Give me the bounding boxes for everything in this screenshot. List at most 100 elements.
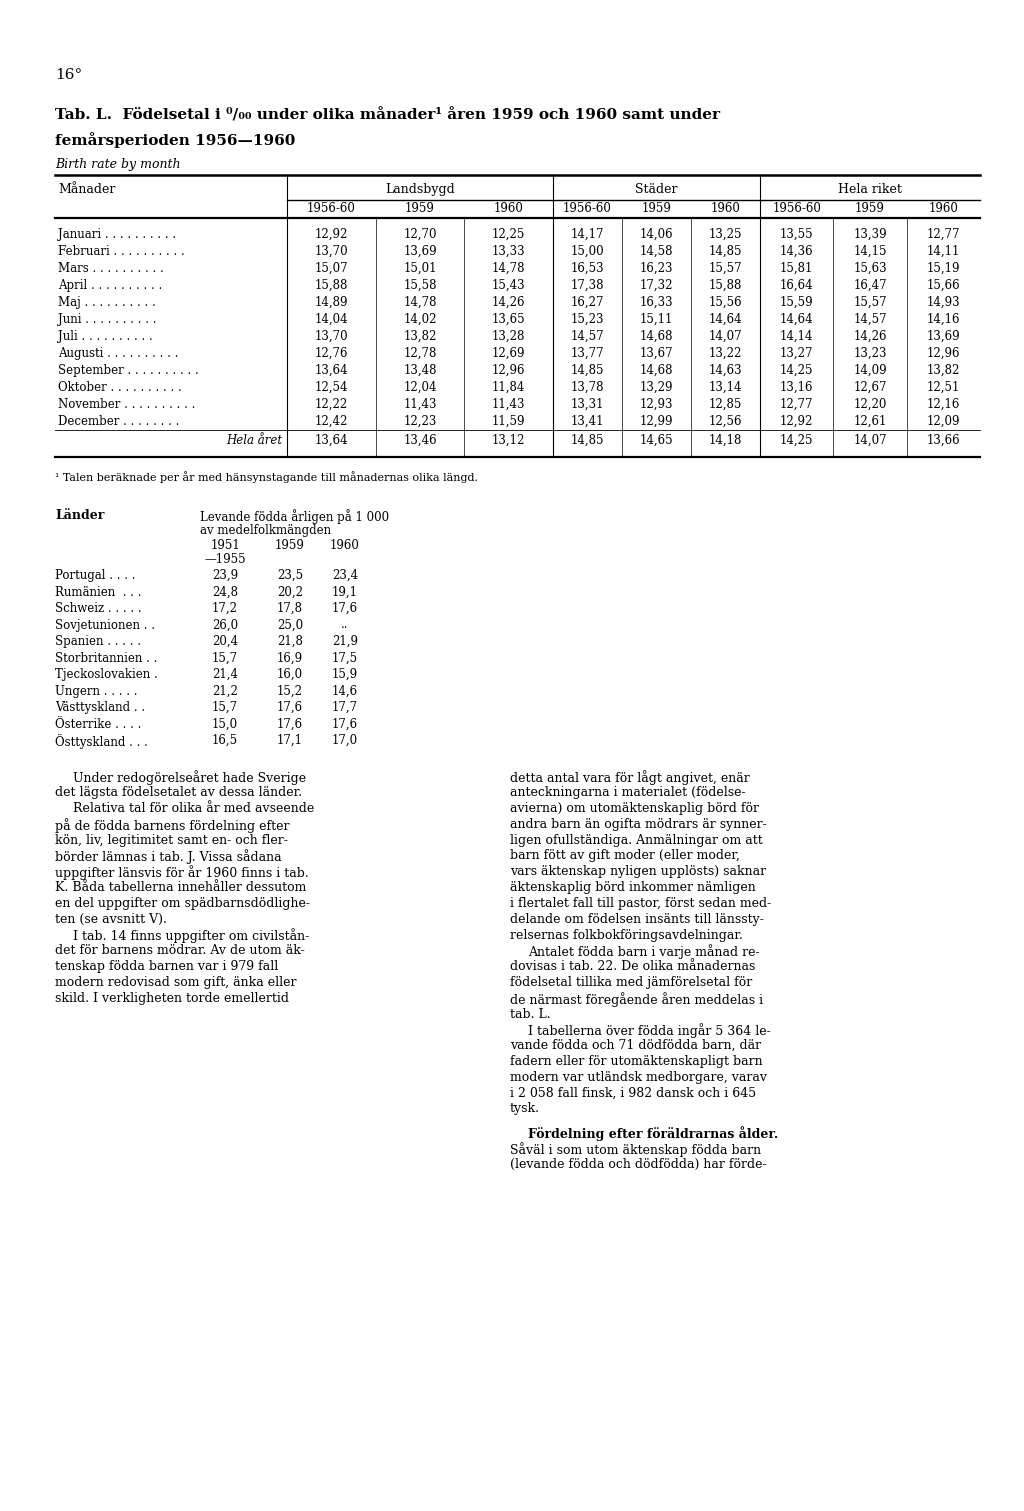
- Text: 13,69: 13,69: [927, 329, 961, 343]
- Text: Relativa tal för olika år med avseende: Relativa tal för olika år med avseende: [73, 802, 314, 814]
- Text: 13,55: 13,55: [780, 228, 813, 240]
- Text: 14,26: 14,26: [853, 329, 887, 343]
- Text: 13,66: 13,66: [927, 434, 961, 447]
- Text: 13,70: 13,70: [314, 245, 348, 258]
- Text: 15,63: 15,63: [853, 261, 887, 275]
- Text: 14,57: 14,57: [853, 313, 887, 326]
- Text: 17,32: 17,32: [640, 280, 673, 292]
- Text: 1959: 1959: [642, 202, 672, 215]
- Text: 14,93: 14,93: [927, 296, 961, 310]
- Text: 16,5: 16,5: [212, 734, 238, 746]
- Text: 12,99: 12,99: [640, 416, 673, 428]
- Text: Såväl i som utom äktenskap födda barn: Såväl i som utom äktenskap födda barn: [510, 1142, 761, 1157]
- Text: skild. I verkligheten torde emellertid: skild. I verkligheten torde emellertid: [55, 991, 289, 1005]
- Text: 13,16: 13,16: [780, 381, 813, 394]
- Text: 17,6: 17,6: [276, 718, 303, 730]
- Text: i flertalet fall till pastor, först sedan med-: i flertalet fall till pastor, först seda…: [510, 898, 771, 910]
- Text: 15,57: 15,57: [853, 296, 887, 310]
- Text: 14,17: 14,17: [570, 228, 604, 240]
- Text: Mars . . . . . . . . . .: Mars . . . . . . . . . .: [58, 261, 164, 275]
- Text: 13,27: 13,27: [780, 348, 813, 360]
- Text: relsernas folkbokföringsavdelningar.: relsernas folkbokföringsavdelningar.: [510, 928, 742, 941]
- Text: 12,77: 12,77: [927, 228, 961, 240]
- Text: 15,7: 15,7: [212, 651, 238, 665]
- Text: 12,96: 12,96: [492, 364, 525, 378]
- Text: de närmast föregående åren meddelas i: de närmast föregående åren meddelas i: [510, 991, 763, 1006]
- Text: 13,39: 13,39: [853, 228, 887, 240]
- Text: 13,23: 13,23: [853, 348, 887, 360]
- Text: 17,2: 17,2: [212, 601, 238, 615]
- Text: Österrike . . . .: Österrike . . . .: [55, 718, 141, 730]
- Text: 13,65: 13,65: [492, 313, 525, 326]
- Text: Tab. L.  Födelsetal i ⁰/₀₀ under olika månader¹ åren 1959 och 1960 samt under: Tab. L. Födelsetal i ⁰/₀₀ under olika må…: [55, 107, 720, 122]
- Text: 15,07: 15,07: [314, 261, 348, 275]
- Text: 12,51: 12,51: [927, 381, 961, 394]
- Text: 14,36: 14,36: [780, 245, 813, 258]
- Text: 13,78: 13,78: [570, 381, 604, 394]
- Text: 15,9: 15,9: [332, 668, 358, 681]
- Text: 21,9: 21,9: [332, 635, 358, 648]
- Text: 12,76: 12,76: [314, 348, 348, 360]
- Text: 16,0: 16,0: [276, 668, 303, 681]
- Text: ..: ..: [341, 618, 349, 632]
- Text: kön, liv, legitimitet samt en- och fler-: kön, liv, legitimitet samt en- och fler-: [55, 834, 288, 846]
- Text: Ungern . . . . .: Ungern . . . . .: [55, 684, 137, 698]
- Text: andra barn än ogifta mödrars är synner-: andra barn än ogifta mödrars är synner-: [510, 817, 767, 831]
- Text: 13,14: 13,14: [709, 381, 742, 394]
- Text: 12,92: 12,92: [780, 416, 813, 428]
- Text: 15,58: 15,58: [403, 280, 437, 292]
- Text: 12,20: 12,20: [853, 397, 887, 411]
- Text: 14,14: 14,14: [780, 329, 813, 343]
- Text: Spanien . . . . .: Spanien . . . . .: [55, 635, 141, 648]
- Text: det för barnens mödrar. Av de utom äk-: det för barnens mödrar. Av de utom äk-: [55, 944, 305, 958]
- Text: 13,22: 13,22: [709, 348, 742, 360]
- Text: Schweiz . . . . .: Schweiz . . . . .: [55, 601, 141, 615]
- Text: modern redovisad som gift, änka eller: modern redovisad som gift, änka eller: [55, 976, 297, 988]
- Text: 15,0: 15,0: [212, 718, 238, 730]
- Text: 13,25: 13,25: [709, 228, 742, 240]
- Text: 12,04: 12,04: [403, 381, 437, 394]
- Text: 26,0: 26,0: [212, 618, 238, 632]
- Text: 14,26: 14,26: [492, 296, 525, 310]
- Text: Västtyskland . .: Västtyskland . .: [55, 701, 145, 715]
- Text: 25,0: 25,0: [276, 618, 303, 632]
- Text: 16,53: 16,53: [570, 261, 604, 275]
- Text: I tab. 14 finns uppgifter om civilstån-: I tab. 14 finns uppgifter om civilstån-: [73, 928, 309, 943]
- Text: 1960: 1960: [929, 202, 958, 215]
- Text: 14,89: 14,89: [314, 296, 348, 310]
- Text: Storbritannien . .: Storbritannien . .: [55, 651, 158, 665]
- Text: 13,28: 13,28: [492, 329, 525, 343]
- Text: Birth rate by month: Birth rate by month: [55, 159, 180, 171]
- Text: 13,82: 13,82: [403, 329, 436, 343]
- Text: 12,16: 12,16: [927, 397, 961, 411]
- Text: 13,67: 13,67: [640, 348, 674, 360]
- Text: 14,16: 14,16: [927, 313, 961, 326]
- Text: 1959: 1959: [275, 539, 305, 552]
- Text: ligen ofullständiga. Anmälningar om att: ligen ofullständiga. Anmälningar om att: [510, 834, 763, 846]
- Text: barn fött av gift moder (eller moder,: barn fött av gift moder (eller moder,: [510, 849, 740, 863]
- Text: 14,15: 14,15: [853, 245, 887, 258]
- Text: modern var utländsk medborgare, varav: modern var utländsk medborgare, varav: [510, 1071, 767, 1083]
- Text: Portugal . . . .: Portugal . . . .: [55, 570, 135, 582]
- Text: ¹ Talen beräknade per år med hänsynstagande till månadernas olika längd.: ¹ Talen beräknade per år med hänsynstaga…: [55, 471, 478, 484]
- Text: 23,4: 23,4: [332, 570, 358, 582]
- Text: 15,43: 15,43: [492, 280, 525, 292]
- Text: 1960: 1960: [330, 539, 360, 552]
- Text: 1951: 1951: [210, 539, 240, 552]
- Text: November . . . . . . . . . .: November . . . . . . . . . .: [58, 397, 196, 411]
- Text: 12,67: 12,67: [853, 381, 887, 394]
- Text: 17,1: 17,1: [278, 734, 303, 746]
- Text: Januari . . . . . . . . . .: Januari . . . . . . . . . .: [58, 228, 176, 240]
- Text: 13,77: 13,77: [570, 348, 604, 360]
- Text: 16,9: 16,9: [276, 651, 303, 665]
- Text: Under redogörelseåret hade Sverige: Under redogörelseåret hade Sverige: [73, 771, 306, 786]
- Text: 16,23: 16,23: [640, 261, 673, 275]
- Text: 21,4: 21,4: [212, 668, 238, 681]
- Text: Månader: Månader: [58, 183, 116, 196]
- Text: Östtyskland . . .: Östtyskland . . .: [55, 734, 147, 749]
- Text: 12,77: 12,77: [780, 397, 813, 411]
- Text: 12,22: 12,22: [314, 397, 348, 411]
- Text: börder lämnas i tab. J. Vissa sådana: börder lämnas i tab. J. Vissa sådana: [55, 849, 282, 864]
- Text: Landsbygd: Landsbygd: [385, 183, 455, 196]
- Text: Maj . . . . . . . . . .: Maj . . . . . . . . . .: [58, 296, 156, 310]
